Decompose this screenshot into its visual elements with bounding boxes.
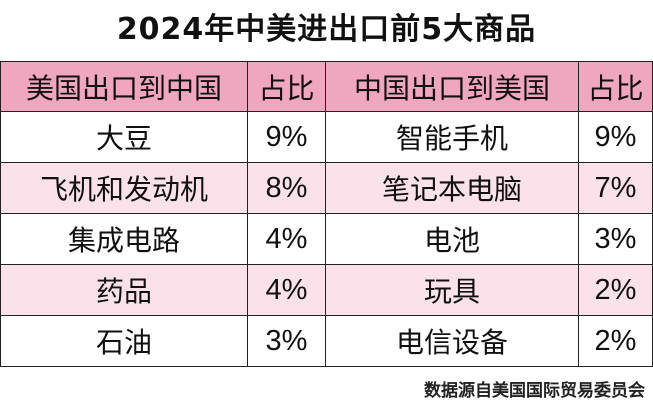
cn-share: 9%	[578, 111, 653, 163]
source-note: 数据源自美国国际贸易委员会	[424, 381, 645, 401]
header-cn-export: 中国出口到美国	[325, 61, 579, 112]
us-item: 石油	[0, 315, 248, 367]
us-share: 3%	[247, 315, 326, 367]
trade-table: 美国出口到中国 占比 中国出口到美国 占比 大豆 9% 智能手机 9% 飞机和发…	[0, 61, 653, 367]
us-item: 飞机和发动机	[0, 162, 248, 214]
us-item: 集成电路	[0, 213, 248, 265]
header-us-export: 美国出口到中国	[0, 61, 248, 112]
us-share: 9%	[247, 111, 326, 163]
us-share: 4%	[247, 264, 326, 316]
table-row: 药品 4% 玩具 2%	[0, 264, 653, 316]
table-row: 大豆 9% 智能手机 9%	[0, 111, 653, 163]
cn-item: 电信设备	[325, 315, 579, 367]
cn-share: 7%	[578, 162, 653, 214]
us-share: 4%	[247, 213, 326, 265]
cn-share: 3%	[578, 213, 653, 265]
us-item: 大豆	[0, 111, 248, 163]
table-row: 飞机和发动机 8% 笔记本电脑 7%	[0, 162, 653, 214]
cn-item: 玩具	[325, 264, 579, 316]
us-share: 8%	[247, 162, 326, 214]
cn-item: 笔记本电脑	[325, 162, 579, 214]
table-header-row: 美国出口到中国 占比 中国出口到美国 占比	[0, 61, 653, 112]
table-row: 石油 3% 电信设备 2%	[0, 315, 653, 367]
cn-item: 智能手机	[325, 111, 579, 163]
cn-item: 电池	[325, 213, 579, 265]
cn-share: 2%	[578, 315, 653, 367]
header-share: 占比	[578, 61, 653, 112]
cn-share: 2%	[578, 264, 653, 316]
table-row: 集成电路 4% 电池 3%	[0, 213, 653, 265]
page-title: 2024年中美进出口前5大商品	[116, 12, 537, 47]
header-share: 占比	[247, 61, 326, 112]
us-item: 药品	[0, 264, 248, 316]
